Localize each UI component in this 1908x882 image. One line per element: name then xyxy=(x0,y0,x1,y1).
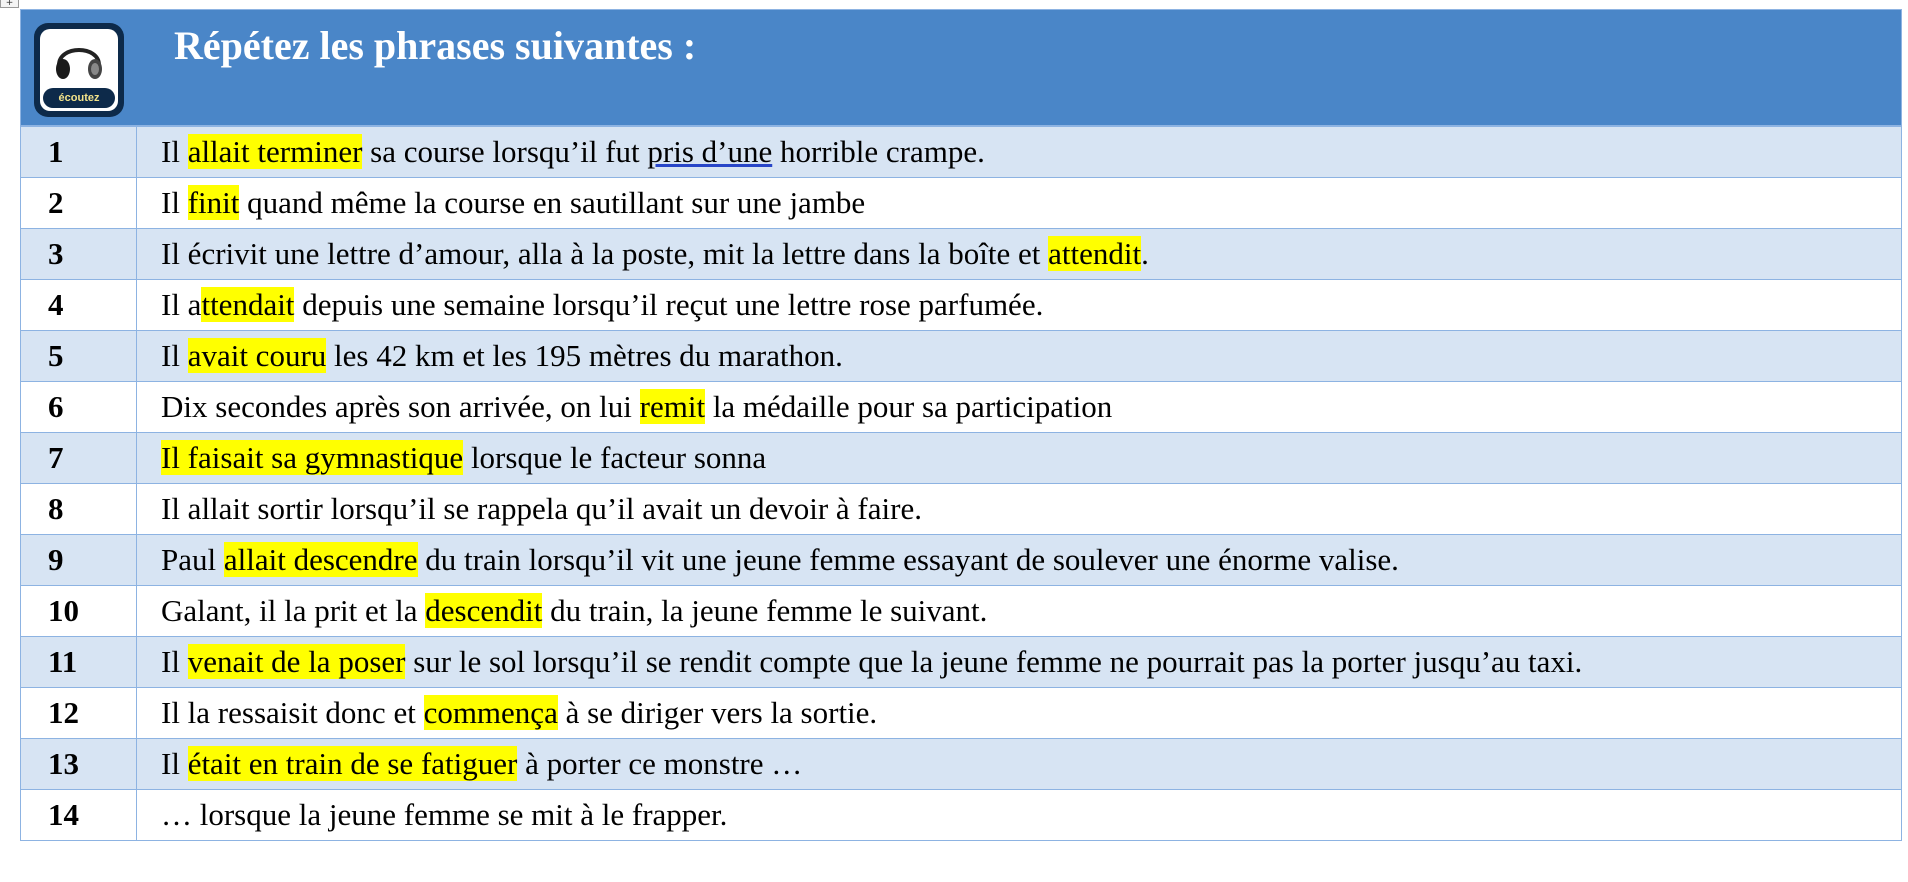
sentence-text: Il attendait depuis une semaine lorsqu’i… xyxy=(136,279,1902,331)
sentence-number: 8 xyxy=(20,483,137,535)
sentence-number: 6 xyxy=(20,381,137,433)
sentence-number: 4 xyxy=(20,279,137,331)
text-segment: . xyxy=(1141,236,1149,271)
highlighted-verb: allait terminer xyxy=(187,134,363,169)
sentence-text: Il écrivit une lettre d’amour, alla à la… xyxy=(136,228,1902,280)
page-title: Répétez les phrases suivantes : xyxy=(174,23,697,68)
sentence-text: Paul allait descendre du train lorsqu’il… xyxy=(136,534,1902,586)
sentence-text: Il allait sortir lorsqu’il se rappela qu… xyxy=(136,483,1902,535)
table-row: 12 Il la ressaisit donc et commença à se … xyxy=(20,687,1902,739)
sentence-text: Il faisait sa gymnastique lorsque le fac… xyxy=(136,432,1902,484)
text-segment: du train, la jeune femme le suivant. xyxy=(542,593,988,628)
table-row: 1 Il allait terminer sa course lorsqu’il … xyxy=(20,126,1902,178)
exercise-table: écoutez Répétez les phrases suivantes : … xyxy=(20,9,1902,841)
sentence-text: Il venait de la poser sur le sol lorsqu’… xyxy=(136,636,1902,688)
table-row: 11 Il venait de la poser sur le sol lorsq… xyxy=(20,636,1902,688)
highlighted-verb: était en train de se fatiguer xyxy=(187,746,518,781)
text-segment: à porter ce monstre … xyxy=(517,746,803,781)
sentence-number: 5 xyxy=(20,330,137,382)
highlighted-verb: avait couru xyxy=(187,338,327,373)
table-row: 8 Il allait sortir lorsqu’il se rappela q… xyxy=(20,483,1902,535)
text-segment: à se diriger vers la sortie. xyxy=(557,695,878,730)
table-row: 7 Il faisait sa gymnastique lorsque le f… xyxy=(20,432,1902,484)
sentence-number: 1 xyxy=(20,126,137,178)
text-segment: Il xyxy=(161,644,188,679)
table-move-handle[interactable]: + xyxy=(0,0,19,8)
sentence-text: Galant, il la prit et la descendit du tr… xyxy=(136,585,1902,637)
text-segment: Il allait sortir lorsqu’il se rappela qu… xyxy=(161,491,922,526)
table-header: écoutez Répétez les phrases suivantes : xyxy=(20,9,1902,126)
table-row: 9 Paul allait descendre du train lorsqu’i… xyxy=(20,534,1902,586)
highlighted-verb: venait de la poser xyxy=(187,644,406,679)
text-segment: quand même la course en sautillant sur u… xyxy=(239,185,866,220)
text-segment: Il écrivit une lettre d’amour, alla à la… xyxy=(161,236,1049,271)
text-segment: Dix secondes après son arrivée, on lui xyxy=(161,389,640,424)
headphones-icon xyxy=(56,48,102,79)
sentence-number: 13 xyxy=(20,738,137,790)
sentence-text: Il finit quand même la course en sautill… xyxy=(136,177,1902,229)
table-row: 4 Il attendait depuis une semaine lorsqu… xyxy=(20,279,1902,331)
sentence-number: 9 xyxy=(20,534,137,586)
sentence-text: Il la ressaisit donc et commença à se di… xyxy=(136,687,1902,739)
sentence-text: … lorsque la jeune femme se mit à le fra… xyxy=(136,789,1902,841)
highlighted-verb: remit xyxy=(639,389,706,424)
table-row: 14 … lorsque la jeune femme se mit à le f… xyxy=(20,789,1902,841)
highlighted-verb: descendit xyxy=(425,593,543,628)
sentence-text: Il était en train de se fatiguer à porte… xyxy=(136,738,1902,790)
sentence-number: 10 xyxy=(20,585,137,637)
sentence-number: 7 xyxy=(20,432,137,484)
text-segment: les 42 km et les 195 mètres du marathon. xyxy=(326,338,843,373)
sentence-number: 12 xyxy=(20,687,137,739)
text-segment: lorsque le facteur sonna xyxy=(463,440,767,475)
highlighted-verb: allait descendre xyxy=(223,542,418,577)
table-row: 2 Il finit quand même la course en sautil… xyxy=(20,177,1902,229)
text-segment: Galant, il la prit et la xyxy=(161,593,426,628)
highlighted-verb: ttendait xyxy=(201,287,295,322)
table-row: 5 Il avait couru les 42 km et les 195 mèt… xyxy=(20,330,1902,382)
sentence-text: Il allait terminer sa course lorsqu’il f… xyxy=(136,126,1902,178)
text-segment: Il xyxy=(161,746,188,781)
sentence-number: 2 xyxy=(20,177,137,229)
text-segment: depuis une semaine lorsqu’il reçut une l… xyxy=(294,287,1044,322)
table-row: 13 Il était en train de se fatiguer à por… xyxy=(20,738,1902,790)
sentence-number: 11 xyxy=(20,636,137,688)
table-row: 6 Dix secondes après son arrivée, on lui … xyxy=(20,381,1902,433)
text-segment: Il xyxy=(161,338,188,373)
highlighted-verb: attendit xyxy=(1048,236,1142,271)
sentence-number: 14 xyxy=(20,789,137,841)
sentences-table: 1 Il allait terminer sa course lorsqu’il … xyxy=(20,126,1902,841)
highlighted-verb: commença xyxy=(423,695,558,730)
listen-label: écoutez xyxy=(43,88,115,108)
listen-button[interactable]: écoutez xyxy=(34,23,124,117)
text-segment: Il a xyxy=(161,287,202,322)
text-segment: Paul xyxy=(161,542,224,577)
text-segment: du train lorsqu’il vit une jeune femme e… xyxy=(417,542,1399,577)
underlined-text: pris d’une xyxy=(647,134,773,169)
text-segment: … lorsque la jeune femme se mit à le fra… xyxy=(161,797,728,832)
sentence-text: Il avait couru les 42 km et les 195 mètr… xyxy=(136,330,1902,382)
table-row: 3 Il écrivit une lettre d’amour, alla à l… xyxy=(20,228,1902,280)
text-segment: sur le sol lorsqu’il se rendit compte qu… xyxy=(405,644,1583,679)
text-segment: horrible crampe. xyxy=(772,134,985,169)
text-segment: Il xyxy=(161,134,188,169)
text-segment: sa course lorsqu’il fut xyxy=(362,134,648,169)
text-segment: la médaille pour sa participation xyxy=(705,389,1113,424)
text-segment: Il xyxy=(161,185,188,220)
sentence-number: 3 xyxy=(20,228,137,280)
highlighted-verb: finit xyxy=(187,185,240,220)
text-segment: Il la ressaisit donc et xyxy=(161,695,424,730)
table-row: 10 Galant, il la prit et la descendit du … xyxy=(20,585,1902,637)
sentence-text: Dix secondes après son arrivée, on lui r… xyxy=(136,381,1902,433)
highlighted-verb: Il faisait sa gymnastique xyxy=(161,440,464,475)
